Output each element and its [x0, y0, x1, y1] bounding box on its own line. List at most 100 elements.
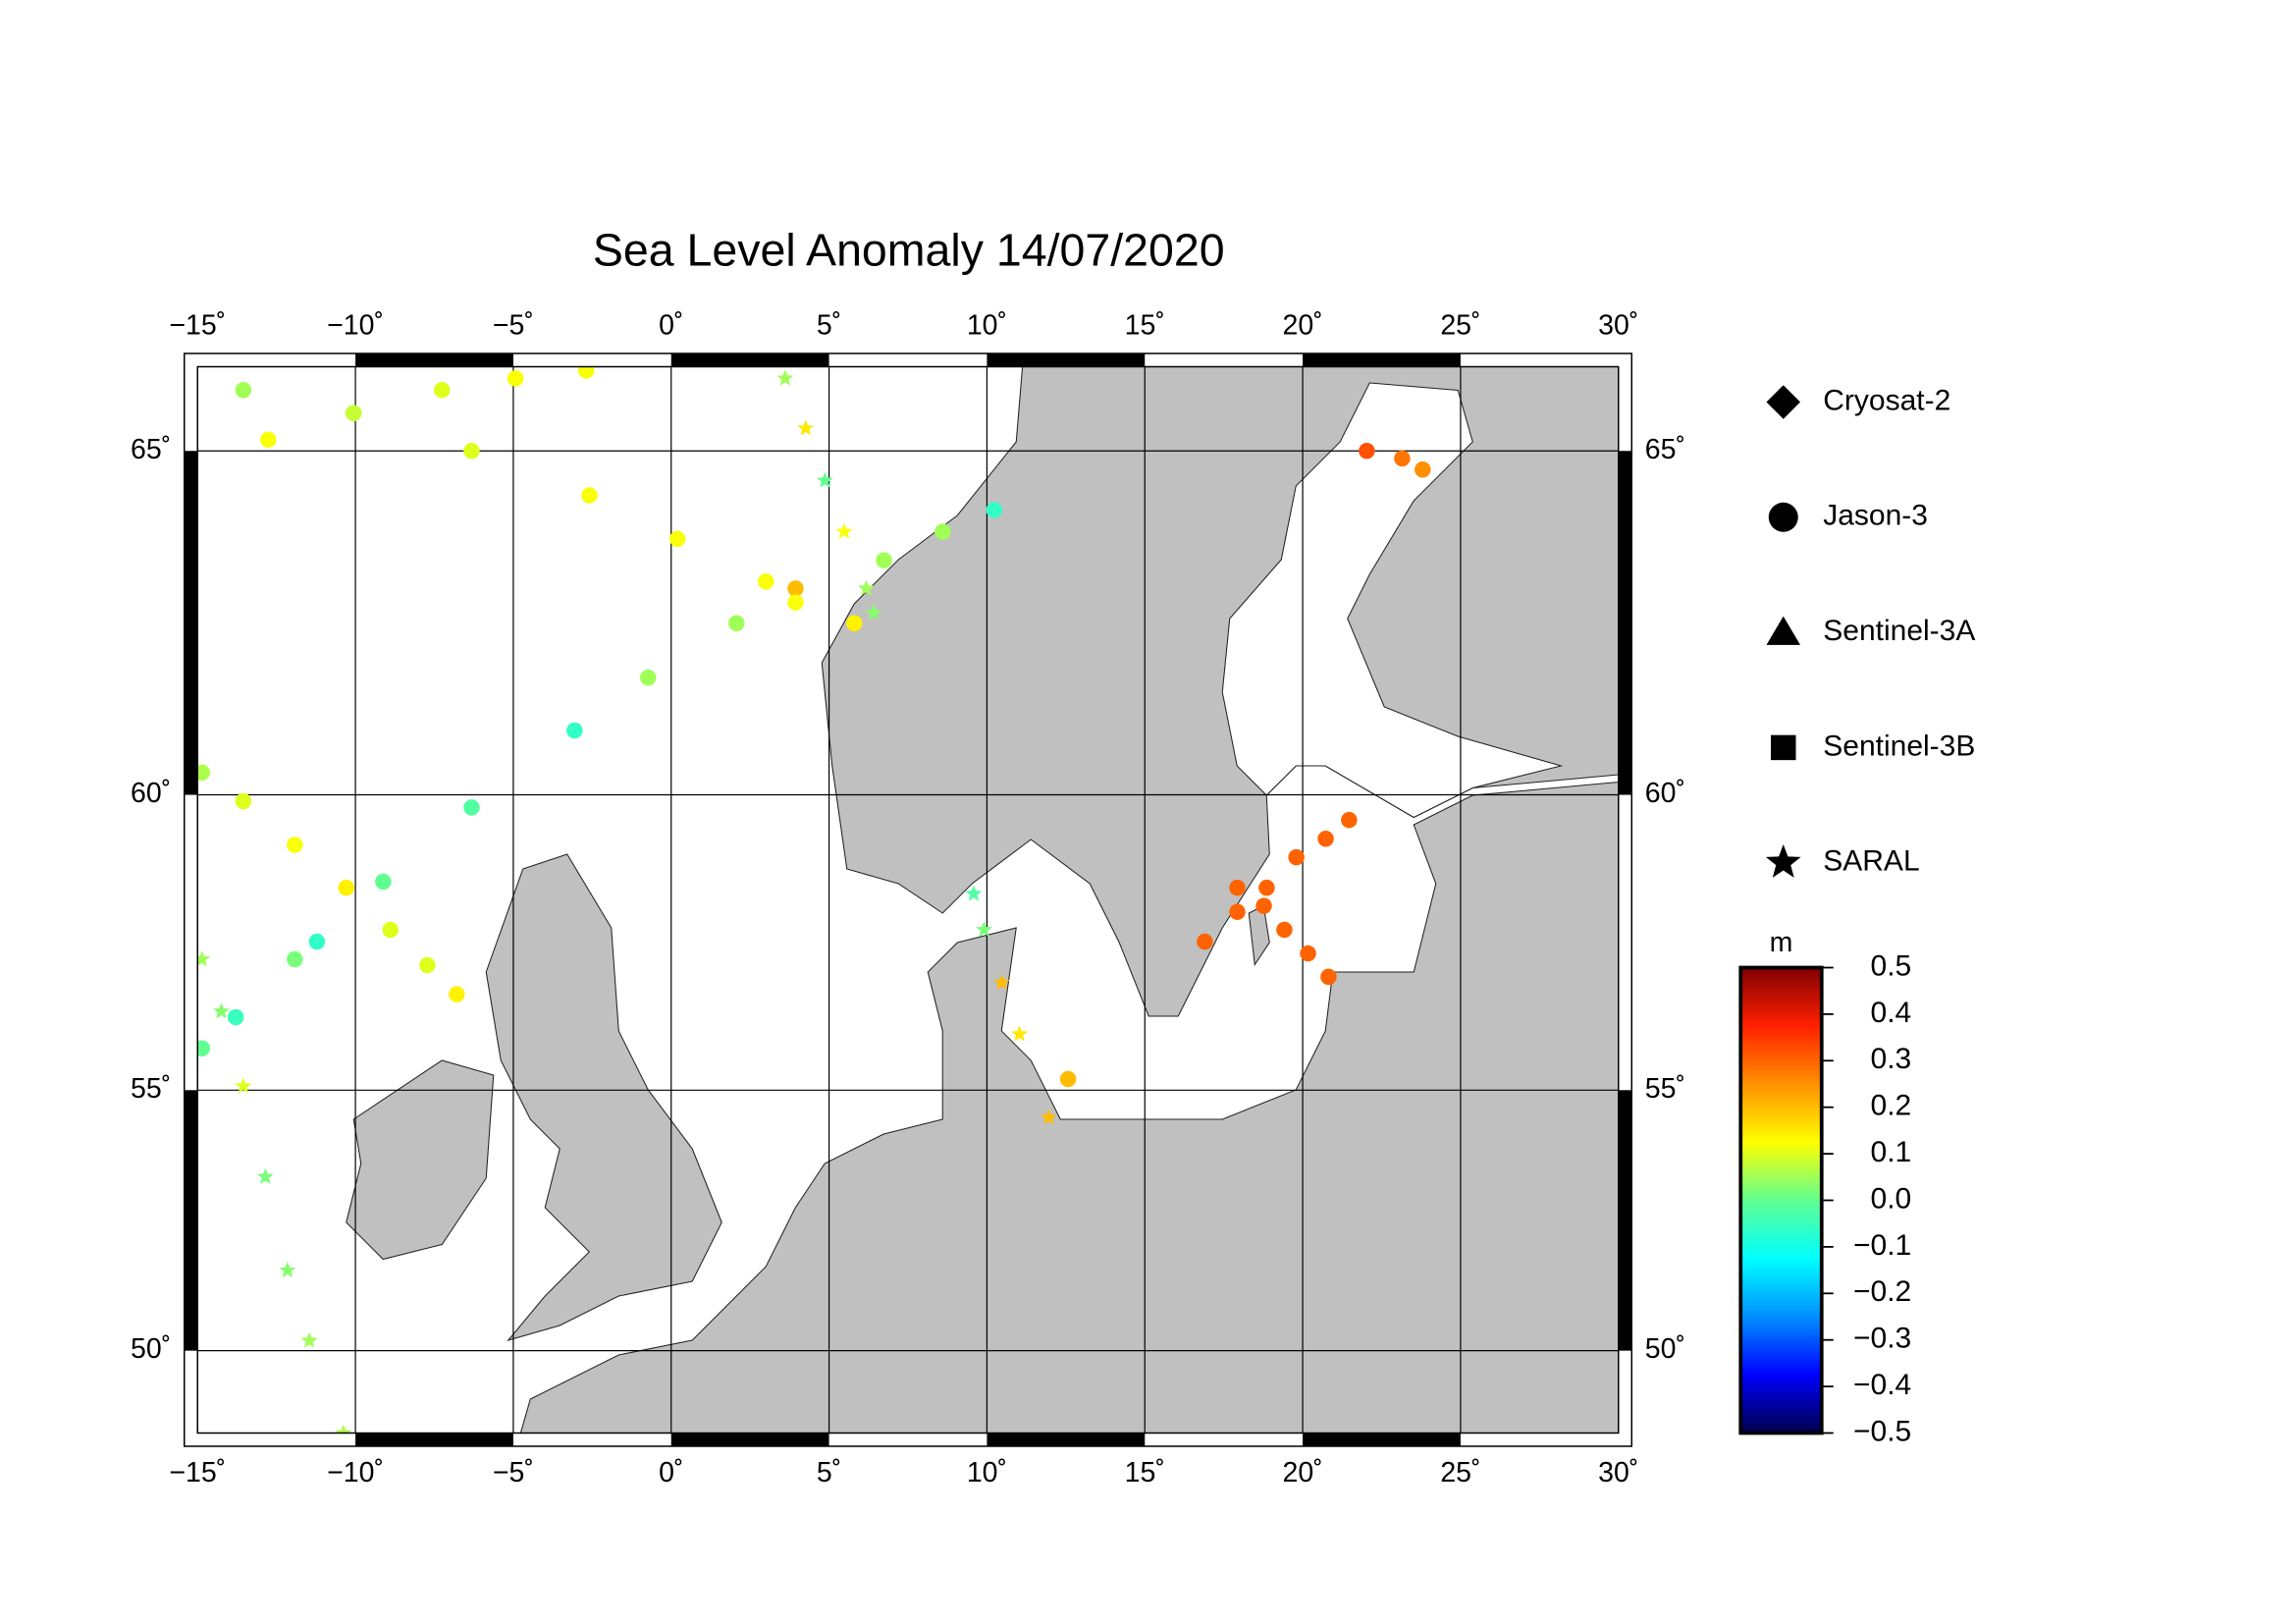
colorbar-tick-label: −0.1: [1853, 1229, 1911, 1262]
legend-label: Sentinel-3A: [1823, 615, 1975, 647]
frame-band: [670, 353, 829, 367]
x-tick-label: −15˚: [169, 1457, 226, 1488]
data-point: [1229, 879, 1246, 896]
data-point: [507, 370, 524, 387]
data-point: [986, 502, 1003, 518]
data-point: [1197, 933, 1213, 950]
colorbar-tick-label: 0.2: [1871, 1090, 1912, 1122]
y-tick-label: 55˚: [1645, 1073, 1685, 1105]
frame-band: [987, 353, 1146, 367]
frame-inner: [196, 365, 1620, 1434]
great-britain: [485, 853, 722, 1341]
data-point: [256, 1167, 274, 1184]
legend-marker: [1768, 502, 1798, 532]
data-point: [197, 764, 211, 782]
colorbar-tick-label: 0.3: [1871, 1043, 1912, 1075]
data-point: [965, 885, 983, 901]
y-tick-label: 65˚: [1645, 434, 1685, 465]
y-tick-label: 65˚: [131, 434, 171, 465]
x-tick-label: −5˚: [493, 1457, 534, 1488]
colorbar-tick-label: −0.3: [1853, 1323, 1911, 1355]
data-point: [260, 431, 277, 449]
data-point: [934, 523, 951, 540]
data-point: [197, 1040, 211, 1056]
frame-band: [184, 1090, 198, 1351]
map-frame: −15˚ −15˚ −10˚ −10˚ −5˚ −5˚ 0˚ 0˚ 5˚ 5˚ 10˚ 10˚ 15˚ 1…: [131, 310, 1685, 1489]
data-point: [419, 956, 436, 974]
colorbar-tick-label: −0.2: [1853, 1275, 1911, 1308]
map-area: [197, 366, 1619, 1434]
data-point: [375, 873, 392, 891]
data-point: [463, 443, 480, 460]
legend-marker: [1771, 734, 1796, 761]
x-tick-label: 30˚: [1598, 310, 1638, 342]
chart-title: Sea Level Anomaly 14/07/2020: [593, 224, 1225, 275]
legend-marker: [1766, 385, 1800, 419]
frame-band: [987, 1433, 1146, 1446]
data-point: [235, 1077, 252, 1094]
frame-band: [355, 1433, 513, 1446]
data-point: [846, 615, 863, 631]
x-tick-label: 20˚: [1282, 1457, 1322, 1488]
data-point: [758, 572, 774, 590]
data-point: [235, 381, 252, 399]
x-tick-label: 30˚: [1598, 1457, 1638, 1488]
x-tick-label: 0˚: [659, 1457, 683, 1488]
frame-band: [670, 1433, 829, 1446]
data-point: [1317, 830, 1334, 847]
y-tick-label: 50˚: [131, 1333, 171, 1365]
y-tick-label: 55˚: [131, 1073, 171, 1105]
y-tick-label: 50˚: [1645, 1333, 1685, 1365]
data-point: [797, 419, 815, 436]
data-point: [235, 792, 252, 810]
data-point: [382, 921, 400, 939]
data-point: [993, 973, 1011, 991]
data-point: [227, 1008, 244, 1026]
data-point: [433, 381, 451, 399]
data-point: [300, 1331, 318, 1348]
frame-band: [1618, 1090, 1632, 1351]
data-point: [816, 471, 833, 488]
data-point: [566, 722, 583, 739]
colorbar-tick-label: −0.5: [1853, 1415, 1911, 1447]
x-tick-label: 5˚: [817, 1457, 841, 1488]
data-point: [976, 920, 993, 938]
data-point: [287, 950, 303, 968]
data-point: [345, 405, 362, 421]
data-point: [581, 487, 598, 504]
data-point: [1288, 848, 1305, 866]
data-point: [1359, 443, 1375, 460]
frame-band: [1618, 451, 1632, 795]
colorbar: m 0.5 0.4 0.3 0.2 0.1 0.0 −0.1 −0.2 −0.3 −0.4 −0.5: [1738, 927, 1912, 1447]
legend-marker: [1765, 843, 1801, 878]
legend-label: Sentinel-3B: [1823, 730, 1975, 762]
grid: [197, 366, 1619, 1434]
frame-outer: [184, 352, 1632, 1447]
data-point: [1276, 921, 1293, 939]
data-point: [668, 530, 686, 548]
colorbar-tick-label: 0.4: [1871, 997, 1912, 1029]
data-point: [1320, 968, 1337, 986]
gulf-of-bothnia: [1221, 382, 1564, 819]
colorbar-tick-label: 0.1: [1871, 1136, 1912, 1168]
data-point: [858, 579, 876, 596]
x-tick-label: 0˚: [659, 310, 683, 342]
data-point: [1255, 897, 1272, 914]
x-tick-label: 15˚: [1125, 310, 1165, 342]
data-point: [308, 933, 326, 950]
colorbar-tick-label: −0.4: [1853, 1369, 1911, 1401]
x-tick-label: 10˚: [967, 310, 1007, 342]
x-tick-label: −15˚: [169, 310, 226, 342]
data-point: [787, 594, 804, 611]
frame-band: [184, 451, 198, 795]
data-point: [1040, 1109, 1057, 1125]
frame-band: [1303, 1433, 1461, 1446]
x-tick-label: 5˚: [817, 310, 841, 342]
data-point: [1300, 945, 1316, 962]
data-point: [338, 879, 355, 896]
data-point: [463, 799, 480, 816]
x-tick-label: 20˚: [1282, 310, 1322, 342]
legend-label: SARAL: [1823, 845, 1919, 878]
data-point: [449, 986, 465, 1002]
colorbar-scale: [1738, 965, 1824, 1435]
